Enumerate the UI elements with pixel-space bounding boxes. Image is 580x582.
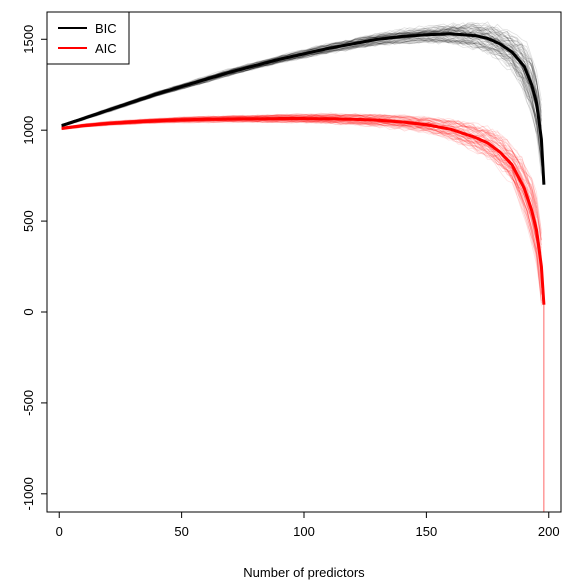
legend-label-bic: BIC	[95, 21, 117, 36]
replicate-line	[61, 23, 542, 126]
replicate-line	[61, 120, 542, 296]
replicate-line	[61, 114, 542, 242]
replicate-line	[61, 113, 537, 208]
series-line-bic	[61, 32, 546, 185]
replicate-line	[61, 120, 542, 302]
legend-label-aic: AIC	[95, 41, 117, 56]
replicate-line	[61, 117, 537, 241]
replicate-line	[61, 113, 542, 240]
replicate-line	[61, 113, 542, 245]
series-lines	[61, 32, 546, 305]
replicate-bands	[61, 21, 545, 512]
replicate-line	[61, 114, 542, 236]
replicate-line	[61, 113, 542, 231]
replicate-line	[61, 38, 542, 176]
replicate-line	[61, 24, 537, 126]
replicate-line	[61, 113, 537, 205]
replicate-line	[61, 113, 542, 235]
y-tick-label: 1500	[21, 25, 36, 54]
x-tick-label: 0	[56, 524, 63, 539]
replicate-line	[61, 39, 537, 133]
x-tick-label: 50	[174, 524, 188, 539]
replicate-line	[61, 35, 537, 127]
y-tick-label: 0	[21, 308, 36, 315]
replicate-line	[61, 22, 542, 125]
replicate-line	[61, 38, 542, 174]
replicate-line	[61, 120, 542, 304]
replicate-line	[61, 21, 542, 125]
replicate-line	[61, 25, 537, 125]
replicate-line	[61, 120, 542, 303]
x-tick-label: 200	[538, 524, 560, 539]
replicate-line	[61, 120, 542, 301]
replicate-line	[61, 26, 542, 126]
x-tick-label: 150	[416, 524, 438, 539]
plot-frame	[46, 11, 562, 513]
x-axis: 0 50 100 150 200	[56, 512, 560, 539]
replicate-line	[61, 120, 542, 289]
y-axis: -1000 -500 0 500 1000 1500	[21, 25, 47, 510]
replicate-line	[61, 36, 537, 127]
replicate-line	[61, 113, 542, 240]
y-tick-label: 500	[21, 210, 36, 232]
replicate-line	[61, 22, 542, 126]
replicate-line	[61, 37, 542, 159]
legend: BIC AIC	[46, 11, 130, 65]
replicate-line	[61, 119, 542, 296]
replicate-line	[61, 112, 542, 233]
legend-box	[46, 11, 130, 65]
replicate-line	[61, 114, 537, 204]
y-tick-label: -500	[21, 390, 36, 416]
y-tick-label: 1000	[21, 116, 36, 145]
replicate-line	[61, 119, 542, 294]
replicate-line	[61, 120, 542, 307]
replicate-line	[61, 37, 537, 134]
replicate-line	[61, 32, 537, 127]
replicate-line	[61, 25, 537, 125]
y-tick-label: -1000	[21, 477, 36, 510]
replicate-line	[61, 113, 537, 200]
x-tick-label: 100	[293, 524, 315, 539]
replicate-line	[61, 39, 542, 166]
x-axis-title: Number of predictors	[243, 565, 365, 580]
replicate-line	[61, 113, 542, 246]
replicate-line	[61, 25, 542, 126]
series-line-aic	[61, 117, 546, 305]
replicate-line	[61, 119, 542, 286]
